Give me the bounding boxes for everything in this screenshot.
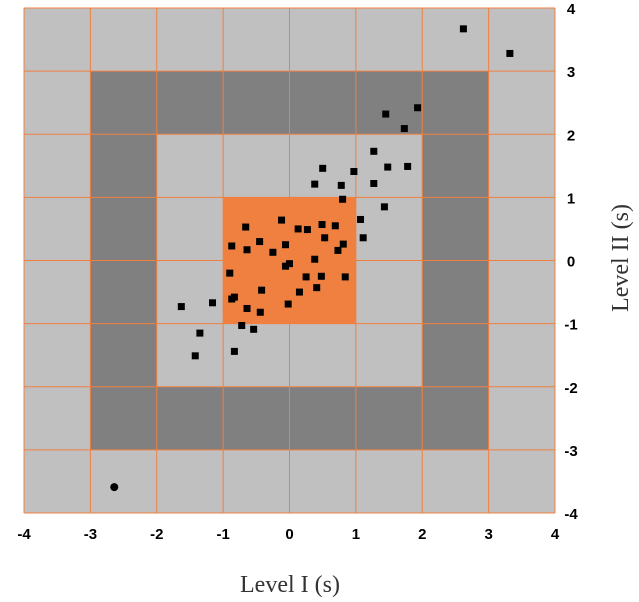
data-point-circle: [110, 483, 119, 492]
y-tick-labels: 4 3 2 1 0 -1 -2 -3 -4: [564, 1, 578, 523]
y-tick-label: 1: [567, 190, 575, 207]
data-point: [359, 234, 367, 242]
x-tick-labels: -4 -3 -2 -1 0 1 2 3 4: [17, 526, 560, 543]
x-tick-label: 2: [418, 526, 426, 543]
data-point: [269, 248, 277, 256]
data-point: [242, 223, 250, 231]
data-point: [250, 325, 258, 333]
data-point: [294, 225, 302, 233]
data-point: [404, 162, 412, 170]
y-tick-label: 3: [567, 64, 575, 81]
data-point: [331, 222, 339, 230]
data-point: [350, 167, 358, 175]
data-point: [303, 226, 311, 234]
data-point: [400, 125, 408, 133]
y-tick-label: 2: [567, 127, 575, 144]
x-tick-label: -3: [84, 526, 97, 543]
data-point: [321, 234, 329, 242]
data-point: [226, 269, 234, 277]
data-point: [506, 49, 514, 57]
data-point: [313, 284, 321, 292]
data-point: [339, 195, 347, 203]
data-point: [196, 329, 204, 337]
y-tick-label: -3: [564, 443, 577, 460]
data-point: [384, 163, 392, 171]
y-axis-title: Level II (s): [608, 204, 634, 312]
x-tick-label: -2: [150, 526, 163, 543]
data-point: [311, 180, 319, 188]
data-point: [191, 352, 199, 360]
x-tick-label: 4: [551, 526, 560, 543]
x-tick-label: 1: [352, 526, 360, 543]
data-point: [334, 246, 342, 254]
data-point: [238, 322, 246, 330]
y-tick-label: -1: [564, 317, 577, 334]
data-point: [295, 288, 303, 296]
grid-lines: [23, 7, 556, 514]
y-tick-label: -2: [564, 380, 577, 397]
data-point: [380, 203, 388, 211]
data-point: [228, 242, 236, 250]
data-point: [319, 164, 327, 172]
data-point: [382, 110, 390, 118]
data-point: [282, 262, 290, 270]
data-point: [243, 304, 251, 312]
data-point: [282, 241, 290, 249]
data-point: [243, 246, 251, 254]
x-axis-title: Level I (s): [240, 572, 340, 598]
data-point: [230, 347, 238, 355]
data-point: [302, 273, 310, 281]
data-point: [339, 240, 347, 248]
data-point: [209, 299, 217, 307]
data-point: [317, 272, 325, 280]
data-point: [256, 238, 264, 246]
data-point: [230, 293, 238, 301]
data-points: [110, 25, 514, 492]
data-point: [459, 25, 467, 33]
data-point: [357, 215, 365, 223]
x-tick-label: 0: [285, 526, 293, 543]
x-tick-label: -1: [216, 526, 229, 543]
data-point: [337, 181, 345, 189]
data-point: [370, 179, 378, 187]
y-tick-label: 0: [567, 254, 575, 271]
data-point: [370, 147, 378, 155]
x-tick-label: -4: [17, 526, 31, 543]
data-point: [256, 308, 264, 316]
data-point: [318, 221, 326, 229]
y-tick-label: -4: [564, 506, 578, 523]
data-point: [311, 255, 319, 263]
data-point: [258, 286, 266, 294]
data-point: [286, 260, 293, 268]
data-point: [341, 273, 349, 281]
data-point: [278, 216, 286, 224]
y-tick-label: 4: [567, 1, 576, 18]
data-point: [414, 104, 422, 112]
data-point: [284, 300, 292, 308]
data-point: [177, 303, 185, 311]
x-tick-label: 3: [484, 526, 492, 543]
